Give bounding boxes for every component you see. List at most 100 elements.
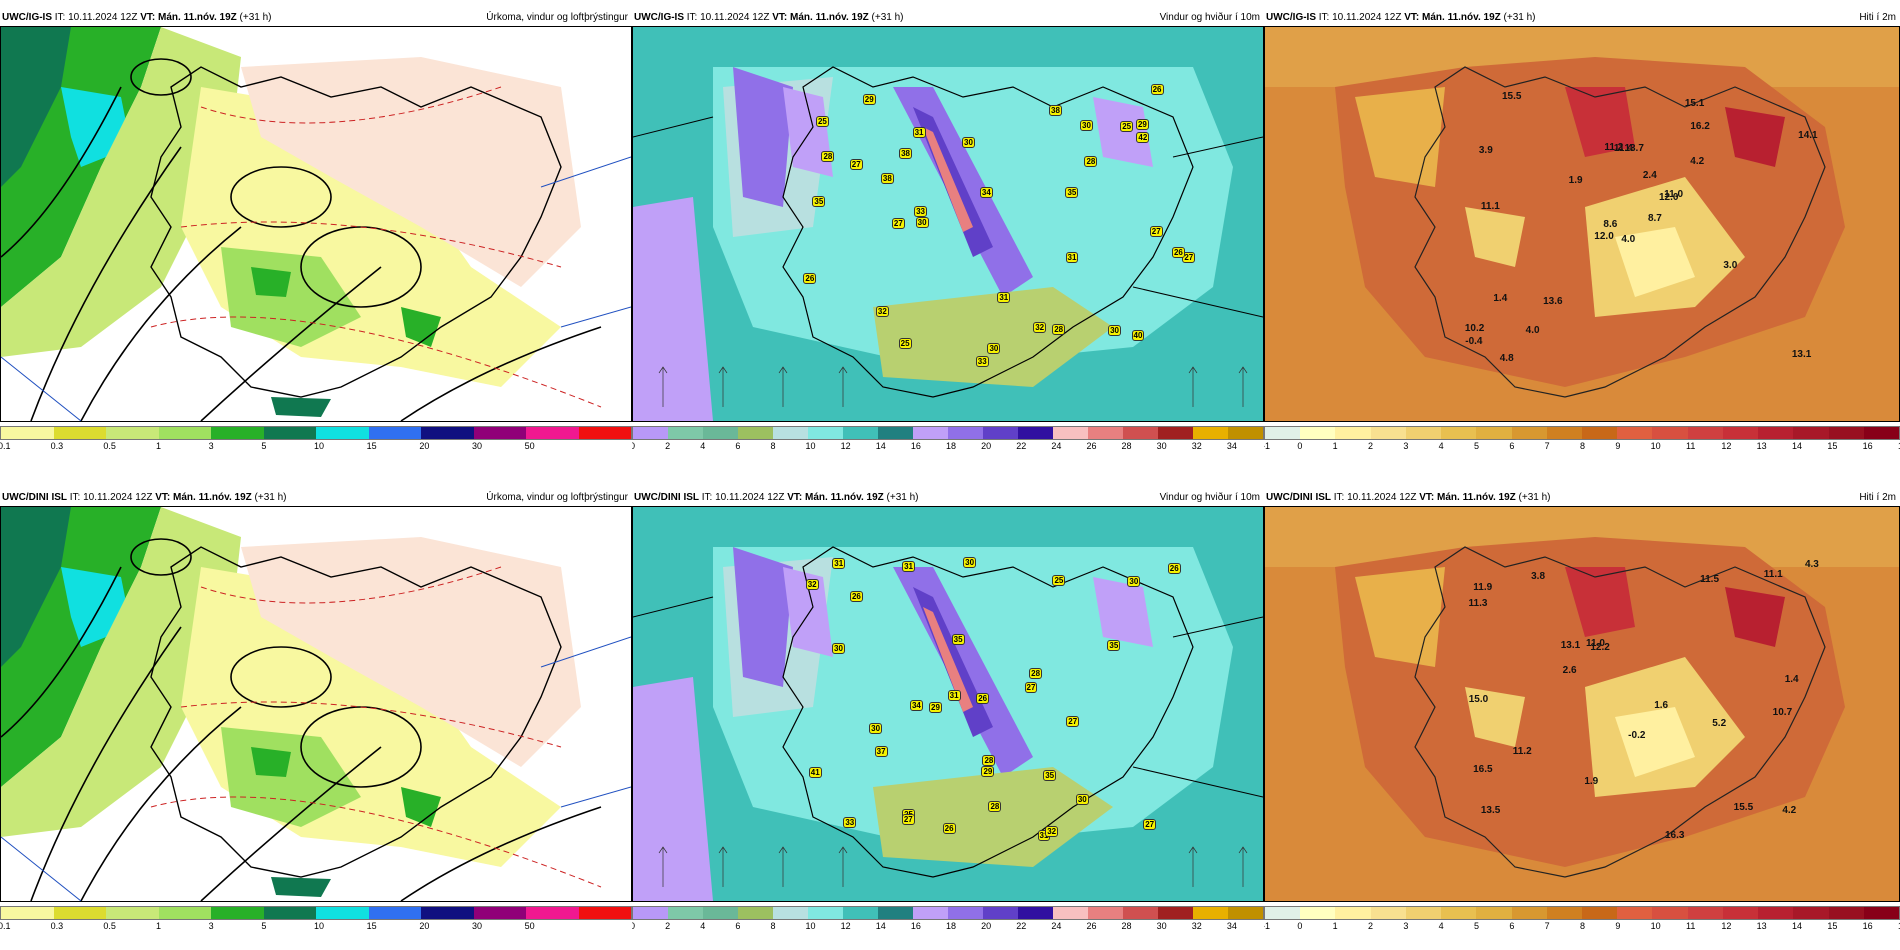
gust-label: 37 <box>874 745 888 757</box>
lead-time: (+31 h) <box>871 12 904 23</box>
precip-colorbar-ticks: 0.1 0.3 0.5 1 3 5 10 15 20 30 50 <box>0 921 632 933</box>
colorbar-tick: 32 <box>1191 921 1202 931</box>
valid-time: Mán. 11.nóv. 19Z <box>1437 492 1516 503</box>
colorbar-swatch <box>1793 907 1829 919</box>
gust-label: 28 <box>1052 324 1066 336</box>
colorbar-swatch <box>983 427 1018 439</box>
colorbar-tick: 5 <box>261 441 267 451</box>
colorbar-tick: 8 <box>770 441 776 451</box>
temperature-label: 4.2 <box>1690 155 1705 167</box>
lead-time: (+31 h) <box>886 492 919 503</box>
colorbar-swatch <box>1335 907 1371 919</box>
colorbar-swatch <box>263 907 316 919</box>
colorbar-swatch <box>1018 427 1053 439</box>
colorbar-tick: 3 <box>1403 441 1409 451</box>
colorbar-tick: 30 <box>472 441 483 451</box>
panel-header: UWC/DINI ISL IT: 10.11.2024 12Z VT: Mán.… <box>0 490 632 506</box>
colorbar-swatch <box>368 907 421 919</box>
model-name: UWC/IG-IS <box>1266 12 1316 23</box>
colorbar-tick: 13 <box>1756 441 1767 451</box>
colorbar-swatch <box>878 907 913 919</box>
colorbar-swatch <box>1476 907 1512 919</box>
gust-label: 27 <box>901 814 915 825</box>
colorbar-swatch <box>843 427 878 439</box>
wind-map: 28 38 35 30 25 33 31 30 29 27 26 31 28 32 35 25 33 30 40 32… <box>632 26 1264 422</box>
gust-label: 30 <box>869 723 883 735</box>
colorbar-swatch <box>1228 427 1263 439</box>
temperature-label: 13.5 <box>1480 805 1501 817</box>
colorbar-tick: 28 <box>1121 921 1132 931</box>
gust-label: 26 <box>1171 246 1185 258</box>
valid-time: Mán. 11.nóv. 19Z <box>173 492 252 503</box>
colorbar-swatch <box>1687 427 1723 439</box>
temperature-label: 11.3 <box>1468 597 1488 609</box>
colorbar-tick: 10 <box>1650 441 1661 451</box>
colorbar-swatch <box>106 907 159 919</box>
colorbar-tick: 34 <box>1226 921 1237 931</box>
wind-panel-ig: UWC/IG-IS IT: 10.11.2024 12Z VT: Mán. 11… <box>632 10 1264 470</box>
temperature-label: 11.1 <box>1480 201 1500 213</box>
panel-header: UWC/DINI ISL IT: 10.11.2024 12Z VT: Mán.… <box>632 490 1264 506</box>
valid-time: Mán. 11.nóv. 19Z <box>805 492 884 503</box>
gust-label: 29 <box>929 701 942 713</box>
temperature-label: 4.2 <box>1782 805 1797 817</box>
temperature-label: 12.0 <box>1594 231 1614 243</box>
gust-label: 38 <box>1049 104 1062 116</box>
gust-label: 31 <box>912 127 926 139</box>
colorbar-tick: 13 <box>1756 921 1767 931</box>
colorbar-tick: 18 <box>946 441 957 451</box>
colorbar-tick: 10 <box>1650 921 1661 931</box>
panel-title: Úrkoma, vindur og loftþrýstingur <box>486 12 628 23</box>
temp-panel-ig: UWC/IG-IS IT: 10.11.2024 12Z VT: Mán. 11… <box>1264 10 1900 470</box>
colorbar-swatch <box>1863 907 1899 919</box>
colorbar-tick: 20 <box>419 921 430 931</box>
gust-label: 29 <box>862 94 876 106</box>
temperature-label: 2.4 <box>1642 169 1657 181</box>
colorbar-tick: 0 <box>632 441 636 451</box>
colorbar-swatch <box>1758 907 1794 919</box>
temperature-label: 1.4 <box>1784 673 1799 685</box>
colorbar-tick: 50 <box>524 441 535 451</box>
colorbar-swatch <box>316 427 369 439</box>
colorbar-tick: 6 <box>735 441 741 451</box>
colorbar-swatch <box>1863 427 1899 439</box>
colorbar-swatch <box>1546 427 1582 439</box>
colorbar-swatch <box>421 907 474 919</box>
wind-panel-dini: UWC/DINI ISL IT: 10.11.2024 12Z VT: Mán.… <box>632 490 1264 950</box>
model-name: UWC/IG-IS <box>2 12 52 23</box>
gust-label: 25 <box>815 115 829 127</box>
colorbar-tick: 32 <box>1191 441 1202 451</box>
temperature-label: 13.1 <box>1560 640 1581 652</box>
precip-colorbar <box>0 906 632 920</box>
gust-label: 31 <box>947 690 961 702</box>
colorbar-tick: 4 <box>1438 921 1444 931</box>
temperature-label: 13.7 <box>1624 142 1644 154</box>
temperature-label: 4.0 <box>1525 324 1540 336</box>
wind-colorbar <box>632 426 1264 440</box>
panel-header: UWC/DINI ISL IT: 10.11.2024 12Z VT: Mán.… <box>1264 490 1900 506</box>
colorbar-swatch <box>1193 907 1228 919</box>
temperature-label: 16.3 <box>1664 829 1685 841</box>
colorbar-tick: 0.1 <box>0 441 11 451</box>
temperature-label: -0.4 <box>1465 336 1483 348</box>
temperature-label: 16.5 <box>1473 764 1493 776</box>
colorbar-tick: 30 <box>1156 441 1167 451</box>
temperature-label: 2.6 <box>1562 665 1577 677</box>
colorbar-tick: 14 <box>875 921 886 931</box>
colorbar-tick: 16 <box>1862 441 1873 451</box>
temp-colorbar-ticks: -101234567891011121314151617 <box>1264 441 1900 453</box>
init-time: 10.11.2024 12Z <box>1332 12 1402 23</box>
colorbar-swatch <box>53 427 106 439</box>
colorbar-tick: 11 <box>1686 441 1696 451</box>
gust-label: 28 <box>988 800 1002 812</box>
colorbar-swatch <box>633 427 668 439</box>
temperature-label: 1.4 <box>1493 293 1508 305</box>
colorbar-tick: 5 <box>1474 441 1480 451</box>
colorbar-swatch <box>738 907 773 919</box>
colorbar-tick: 12 <box>840 441 851 451</box>
colorbar-tick: 4 <box>700 921 706 931</box>
temperature-label: 10.2 <box>1464 323 1485 335</box>
gust-label: 40 <box>1131 329 1145 341</box>
colorbar-tick: 6 <box>1509 921 1515 931</box>
colorbar-tick: 12 <box>1721 921 1732 931</box>
